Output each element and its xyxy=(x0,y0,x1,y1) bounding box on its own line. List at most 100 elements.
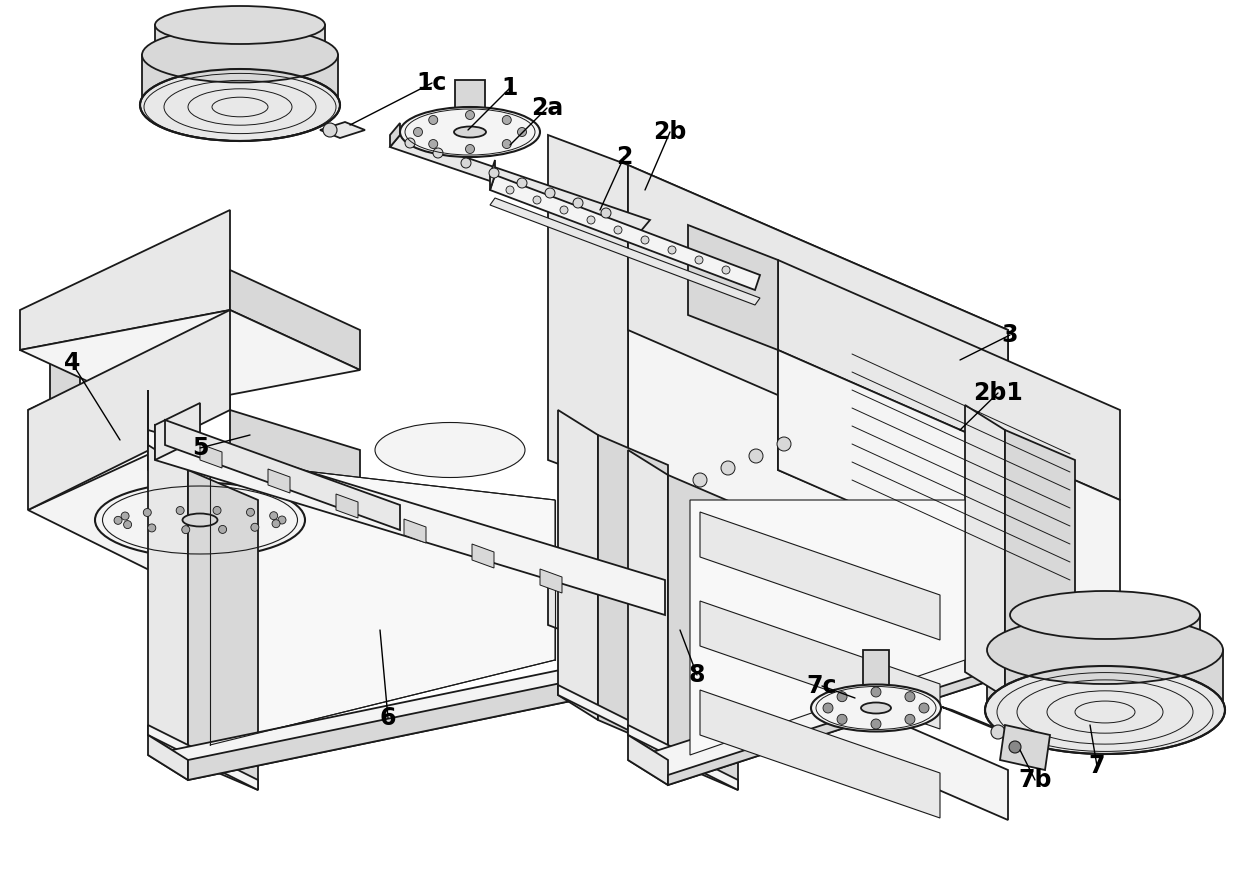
Text: 2b1: 2b1 xyxy=(973,381,1023,405)
Polygon shape xyxy=(50,345,81,425)
Ellipse shape xyxy=(182,514,217,527)
Circle shape xyxy=(1009,741,1021,753)
Ellipse shape xyxy=(811,684,941,732)
Polygon shape xyxy=(490,175,760,290)
Polygon shape xyxy=(777,300,848,500)
Circle shape xyxy=(465,144,475,153)
Text: 2a: 2a xyxy=(531,96,563,120)
Text: 2b: 2b xyxy=(653,120,687,144)
Circle shape xyxy=(905,715,915,724)
Circle shape xyxy=(429,140,438,149)
Circle shape xyxy=(777,437,791,451)
Circle shape xyxy=(176,506,185,514)
Circle shape xyxy=(247,508,254,516)
Polygon shape xyxy=(148,430,668,620)
Polygon shape xyxy=(987,650,1223,710)
Circle shape xyxy=(114,516,122,524)
Circle shape xyxy=(837,692,847,701)
Circle shape xyxy=(272,520,280,528)
Polygon shape xyxy=(143,55,339,105)
Circle shape xyxy=(614,226,622,234)
Polygon shape xyxy=(668,665,1008,785)
Ellipse shape xyxy=(140,69,340,141)
Circle shape xyxy=(250,523,259,531)
Circle shape xyxy=(870,719,880,729)
Polygon shape xyxy=(548,135,627,490)
Circle shape xyxy=(919,703,929,713)
Circle shape xyxy=(870,687,880,697)
Polygon shape xyxy=(20,210,229,350)
Polygon shape xyxy=(965,405,1004,697)
Polygon shape xyxy=(777,260,1120,500)
Polygon shape xyxy=(1004,430,1075,727)
Circle shape xyxy=(517,127,527,136)
Polygon shape xyxy=(188,470,258,790)
Circle shape xyxy=(144,508,151,516)
Polygon shape xyxy=(336,494,358,518)
Circle shape xyxy=(668,246,676,254)
Ellipse shape xyxy=(987,616,1223,684)
Circle shape xyxy=(546,188,556,198)
Circle shape xyxy=(461,158,471,168)
Circle shape xyxy=(502,116,511,125)
Polygon shape xyxy=(668,475,738,790)
Polygon shape xyxy=(627,650,1008,785)
Ellipse shape xyxy=(401,107,539,157)
Circle shape xyxy=(502,140,511,149)
Text: 3: 3 xyxy=(1002,323,1018,347)
Polygon shape xyxy=(472,544,494,568)
Ellipse shape xyxy=(985,666,1225,754)
Text: 2: 2 xyxy=(616,145,632,169)
Ellipse shape xyxy=(155,6,325,44)
Polygon shape xyxy=(701,690,940,818)
Circle shape xyxy=(693,473,707,487)
Text: 4: 4 xyxy=(63,351,81,375)
Polygon shape xyxy=(688,225,777,350)
Circle shape xyxy=(837,715,847,724)
Text: 7c: 7c xyxy=(807,674,837,698)
Circle shape xyxy=(218,525,227,533)
Polygon shape xyxy=(558,685,668,750)
Ellipse shape xyxy=(1011,591,1200,639)
Circle shape xyxy=(601,208,611,218)
Polygon shape xyxy=(999,725,1050,770)
Polygon shape xyxy=(942,707,1008,733)
Polygon shape xyxy=(188,675,600,780)
Circle shape xyxy=(122,512,129,520)
Circle shape xyxy=(641,236,649,244)
Polygon shape xyxy=(148,725,258,790)
Polygon shape xyxy=(701,601,940,729)
Polygon shape xyxy=(689,500,965,755)
Polygon shape xyxy=(627,725,738,790)
Circle shape xyxy=(722,266,730,274)
Polygon shape xyxy=(320,122,365,138)
Polygon shape xyxy=(627,165,1008,495)
Ellipse shape xyxy=(374,423,525,478)
Circle shape xyxy=(587,216,595,224)
Polygon shape xyxy=(404,519,427,543)
Text: 1c: 1c xyxy=(417,71,448,95)
Circle shape xyxy=(506,186,515,194)
Circle shape xyxy=(465,110,475,119)
Polygon shape xyxy=(155,25,325,55)
Polygon shape xyxy=(863,650,889,708)
Polygon shape xyxy=(165,420,401,530)
Circle shape xyxy=(749,449,763,463)
Polygon shape xyxy=(280,440,310,515)
Polygon shape xyxy=(155,403,200,460)
Circle shape xyxy=(533,196,541,204)
Text: 1: 1 xyxy=(502,76,518,100)
Circle shape xyxy=(560,206,568,214)
Text: 7: 7 xyxy=(1089,754,1105,778)
Text: 5: 5 xyxy=(192,436,208,460)
Circle shape xyxy=(573,198,583,208)
Polygon shape xyxy=(627,450,668,760)
Polygon shape xyxy=(539,569,562,593)
Circle shape xyxy=(991,725,1004,739)
Circle shape xyxy=(182,526,190,534)
Polygon shape xyxy=(548,575,627,655)
Circle shape xyxy=(429,116,438,125)
Circle shape xyxy=(213,506,221,514)
Polygon shape xyxy=(848,330,1075,600)
Polygon shape xyxy=(627,735,668,785)
